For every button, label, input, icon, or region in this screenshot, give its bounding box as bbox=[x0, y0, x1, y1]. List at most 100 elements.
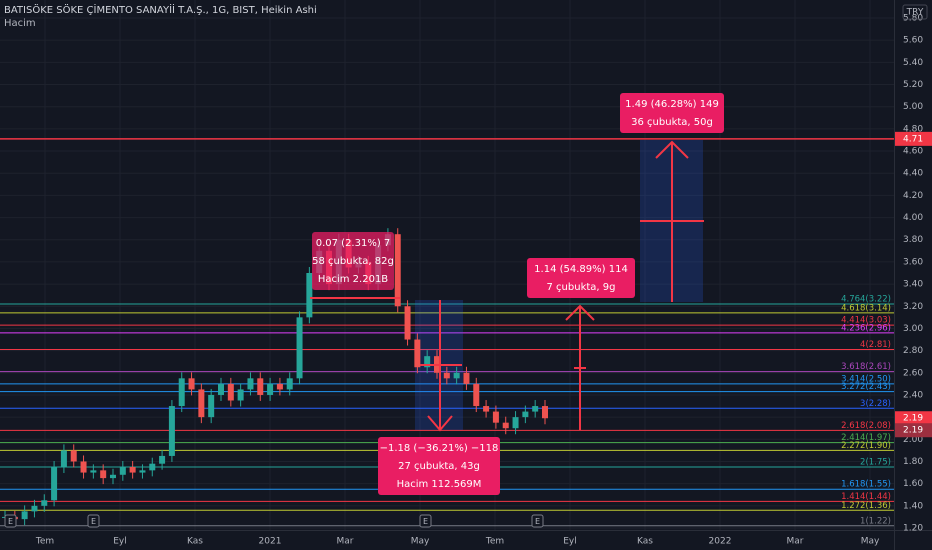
earnings-marker bbox=[531, 514, 544, 528]
y-tick-label: 1.40 bbox=[903, 501, 923, 511]
y-tick-label: 4.80 bbox=[903, 124, 923, 134]
earnings-label: E bbox=[535, 517, 540, 526]
candle bbox=[247, 378, 254, 390]
y-tick-label: 2.80 bbox=[903, 346, 923, 356]
measure-text: Hacim 2.201B bbox=[318, 274, 388, 285]
currency[interactable]: TRY bbox=[906, 8, 924, 18]
fib-label: 2.272(1.90) bbox=[841, 441, 891, 451]
y-tick-label: 2.40 bbox=[903, 390, 923, 400]
candle bbox=[424, 356, 431, 368]
candle bbox=[21, 511, 28, 520]
price-badge-label: 2.19 bbox=[903, 414, 923, 424]
candle bbox=[483, 406, 490, 412]
measure-text: 36 çubukta, 50g bbox=[631, 117, 713, 128]
fib-label: 3.618(2.61) bbox=[841, 362, 891, 372]
x-tick-label: 2021 bbox=[259, 537, 282, 547]
fib-label: 3.414(2.50) bbox=[841, 374, 891, 384]
x-tick-label: Tem bbox=[35, 537, 54, 547]
price-badge bbox=[895, 423, 932, 438]
y-tick-label: 4.20 bbox=[903, 191, 923, 201]
y-tick-label: 3.00 bbox=[903, 324, 923, 334]
candle bbox=[286, 378, 293, 390]
candle bbox=[532, 406, 539, 412]
candle bbox=[502, 422, 509, 429]
measure-text: 1.14 (54.89%) 114 bbox=[534, 264, 628, 275]
fib-label: 2.414(1.97) bbox=[841, 433, 891, 443]
candle bbox=[100, 470, 107, 479]
y-tick-label: 1.20 bbox=[903, 524, 923, 534]
candle bbox=[60, 450, 67, 468]
y-tick-label: 5.20 bbox=[903, 80, 923, 90]
y-tick-label: 5.60 bbox=[903, 36, 923, 46]
candle bbox=[110, 474, 116, 479]
measure-text: −1.18 (−36.21%) −118 bbox=[380, 443, 499, 454]
candle bbox=[41, 500, 48, 506]
candle bbox=[237, 389, 244, 401]
earnings-label: E bbox=[423, 517, 428, 526]
x-tick-label: May bbox=[411, 537, 430, 547]
candle bbox=[129, 467, 136, 473]
price-badge bbox=[895, 131, 932, 146]
y-tick-label: 1.60 bbox=[903, 479, 923, 489]
candle bbox=[208, 394, 215, 418]
candle bbox=[257, 378, 264, 395]
y-tick-label: 3.60 bbox=[903, 257, 923, 267]
fib-label: 4.618(3.14) bbox=[841, 303, 891, 313]
candle bbox=[198, 389, 205, 418]
measure-text: 27 çubukta, 43g bbox=[398, 461, 480, 472]
candle bbox=[463, 372, 470, 384]
price-axis-bg bbox=[895, 0, 932, 550]
fib-label: 4(2.81) bbox=[860, 340, 891, 350]
arrows bbox=[310, 140, 704, 432]
measure-box bbox=[312, 232, 394, 290]
candle bbox=[149, 463, 156, 471]
fib-label: 4.414(3.03) bbox=[841, 316, 891, 326]
candle bbox=[139, 470, 146, 473]
candle bbox=[512, 417, 519, 429]
fib-label: 3(2.28) bbox=[860, 399, 891, 409]
earnings-marker bbox=[87, 514, 100, 528]
candle bbox=[306, 273, 313, 318]
candle bbox=[414, 339, 421, 368]
x-tick-label: Eyl bbox=[113, 537, 127, 547]
y-tick-label: 1.80 bbox=[903, 457, 923, 467]
fib-label: 2(1.75) bbox=[860, 458, 891, 468]
candle bbox=[522, 411, 529, 418]
y-tick-label: 3.20 bbox=[903, 302, 923, 312]
candle bbox=[227, 383, 234, 401]
fib-label: 4.764(3.22) bbox=[841, 295, 891, 305]
chart-title: BATISÖKE SÖKE ÇİMENTO SANAYİİ T.A.Ş., 1G… bbox=[4, 3, 317, 16]
fib-label: 1.618(1.55) bbox=[841, 480, 891, 490]
measurements: 0.07 (2.31%) 7 58 çubukta, 82g Hacim 2.201… bbox=[312, 93, 724, 495]
fib-label: 1.414(1.44) bbox=[841, 492, 891, 502]
x-tick-label: Tem bbox=[485, 537, 504, 547]
candle bbox=[119, 467, 126, 475]
price-badge bbox=[895, 411, 932, 426]
y-tick-label: 3.80 bbox=[903, 235, 923, 245]
earnings-label: E bbox=[91, 517, 96, 526]
candle bbox=[178, 378, 185, 407]
currency-box[interactable] bbox=[902, 4, 928, 20]
measure-box bbox=[527, 258, 635, 298]
x-tick-label: 2022 bbox=[709, 537, 732, 547]
measure-box bbox=[378, 437, 500, 495]
candle bbox=[188, 378, 195, 390]
fib-label: 1(1.22) bbox=[860, 516, 891, 526]
y-tick-label: 2.60 bbox=[903, 368, 923, 378]
candle bbox=[394, 234, 401, 307]
earnings-label: E bbox=[8, 517, 13, 526]
y-tick-label: 5.40 bbox=[903, 58, 923, 68]
measure-text: 58 çubukta, 82g bbox=[312, 256, 394, 267]
fib-label: 2.618(2.08) bbox=[841, 421, 891, 431]
measure-text: 7 çubukta, 9g bbox=[547, 282, 616, 293]
candle bbox=[168, 406, 175, 456]
measure-text: 0.07 (2.31%) 7 bbox=[316, 238, 391, 249]
candle bbox=[70, 450, 77, 462]
candle bbox=[31, 505, 38, 512]
x-tick-label: May bbox=[861, 537, 880, 547]
price-badge-label: 4.71 bbox=[903, 134, 923, 144]
candle bbox=[492, 411, 499, 423]
measure-text: 1.49 (46.28%) 149 bbox=[625, 99, 719, 110]
x-tick-label: Mar bbox=[787, 537, 804, 547]
